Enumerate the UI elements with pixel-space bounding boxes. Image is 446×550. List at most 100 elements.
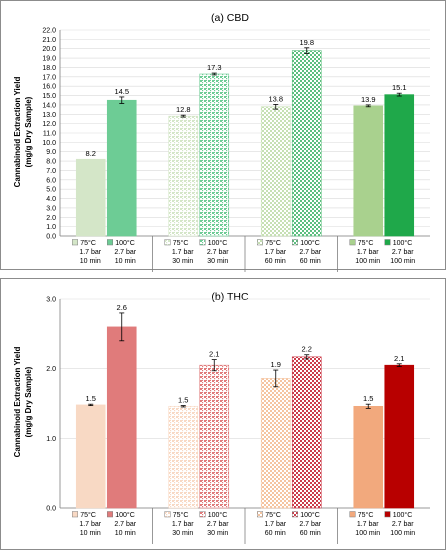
legend-marker [384, 511, 391, 518]
y-tick-label: 20.0 [42, 46, 56, 53]
legend-marker [349, 239, 356, 246]
category-label: 100°C [393, 239, 413, 247]
category-label: 2.7 bar [114, 249, 136, 256]
category-label: 2.7 bar [392, 521, 414, 528]
legend-marker [292, 511, 298, 518]
data-label: 2.6 [117, 303, 127, 312]
y-axis-label-cbd-line1: Cannabinoid Extraction Yield [13, 77, 22, 188]
chart-title-cbd: (a) CBD [211, 12, 249, 24]
plot-area-cbd: 0.0 1.0 2.0 3.0 4.0 5.0 6.0 7.0 8.0 9.0 10.0 11.0 12… [42, 28, 430, 272]
category-label: 10 min [115, 530, 136, 537]
y-tick-label: 14.0 [42, 102, 56, 109]
y-axis-label-thc-line2: (mg/g Dry Sample) [24, 366, 33, 437]
data-label: 13.9 [361, 95, 376, 104]
category-label: 75°C [265, 239, 281, 247]
category-label: 10 min [80, 258, 101, 265]
data-label: 17.3 [207, 63, 222, 72]
bar [384, 364, 415, 509]
y-tick-label: 16.0 [42, 84, 56, 91]
y-tick-label: 2.0 [46, 215, 56, 222]
legend-marker [72, 239, 78, 246]
category-label: 30 min [207, 530, 228, 537]
category-label: 100 min [355, 258, 380, 265]
legend-marker [199, 239, 206, 246]
category-label: 75°C [173, 239, 189, 247]
category-label: 1.7 bar [357, 249, 379, 256]
y-tick-label: 9.0 [46, 149, 56, 156]
bar [75, 158, 106, 237]
category-label: 75°C [80, 511, 96, 519]
y-tick-label: 1.0 [46, 224, 56, 231]
category-label: 100 min [390, 530, 415, 537]
y-tick-label: 15.0 [42, 93, 56, 100]
y-tick-label: 0.0 [46, 234, 56, 241]
category-label: 30 min [172, 258, 193, 265]
data-label: 13.8 [268, 94, 283, 103]
y-tick-label: 19.0 [42, 56, 56, 63]
bar [106, 99, 137, 237]
data-label: 2.1 [209, 350, 219, 359]
category-label: 2.7 bar [299, 521, 321, 528]
category-label: 100°C [208, 239, 228, 247]
category-label: 100°C [115, 511, 135, 519]
y-tick-label: 1.0 [46, 436, 56, 443]
category-label: 2.7 bar [392, 249, 414, 256]
data-label: 2.1 [394, 354, 404, 363]
panel-cbd: (a) CBD Cannabinoid Extraction Yield (mg… [0, 0, 446, 272]
category-label: 60 min [300, 258, 321, 265]
data-label: 12.8 [176, 105, 191, 114]
y-tick-label: 21.0 [42, 37, 56, 44]
panel-thc: (b) THC Cannabinoid Extraction Yield (mg… [0, 278, 446, 550]
category-label: 1.7 bar [264, 521, 286, 528]
category-label: 100°C [300, 239, 320, 247]
legend-marker [107, 239, 113, 246]
y-tick-label: 5.0 [46, 187, 56, 194]
category-label: 2.7 bar [207, 249, 229, 256]
y-tick-label: 22.0 [42, 28, 56, 35]
bar [168, 115, 199, 237]
chart-title-thc: (b) THC [211, 291, 249, 303]
bar [199, 73, 230, 237]
category-label: 75°C [358, 239, 374, 247]
data-label: 8.2 [86, 149, 96, 158]
y-tick-label: 18.0 [42, 65, 56, 72]
category-label: 100 min [390, 258, 415, 265]
legend-marker [349, 511, 356, 518]
legend-marker [292, 239, 298, 246]
data-label: 1.5 [363, 394, 373, 403]
bar [353, 405, 384, 509]
category-label: 100°C [208, 511, 228, 519]
bar [384, 94, 415, 237]
y-tick-label: 0.0 [46, 506, 56, 513]
bar [168, 405, 199, 509]
category-label: 1.7 bar [172, 521, 194, 528]
legend-marker [72, 511, 78, 518]
category-label: 100°C [115, 239, 135, 247]
category-label: 1.7 bar [79, 249, 101, 256]
y-tick-label: 6.0 [46, 177, 56, 184]
category-label: 2.7 bar [207, 521, 229, 528]
y-tick-label: 3.0 [46, 205, 56, 212]
category-label: 60 min [265, 530, 286, 537]
legend-marker [257, 239, 263, 246]
data-label: 1.5 [178, 396, 188, 405]
y-tick-label: 3.0 [46, 297, 56, 304]
plot-area-thc: 0.0 1.0 2.0 3.0 1.5 75°C 1.7 bar 10 min 2.6 100°C… [46, 297, 430, 544]
bar [199, 364, 230, 509]
category-label: 2.7 bar [299, 249, 321, 256]
bar [106, 326, 137, 509]
category-label: 1.7 bar [357, 521, 379, 528]
category-label: 75°C [358, 511, 374, 519]
legend-marker [107, 511, 113, 518]
category-label: 2.7 bar [114, 521, 136, 528]
data-label: 2.2 [302, 345, 312, 354]
category-label: 75°C [265, 511, 281, 519]
category-label: 75°C [80, 239, 96, 247]
bar [75, 404, 106, 509]
bar [291, 50, 322, 237]
bar [291, 356, 322, 509]
category-label: 100°C [393, 511, 413, 519]
category-label: 30 min [207, 258, 228, 265]
y-tick-label: 4.0 [46, 196, 56, 203]
